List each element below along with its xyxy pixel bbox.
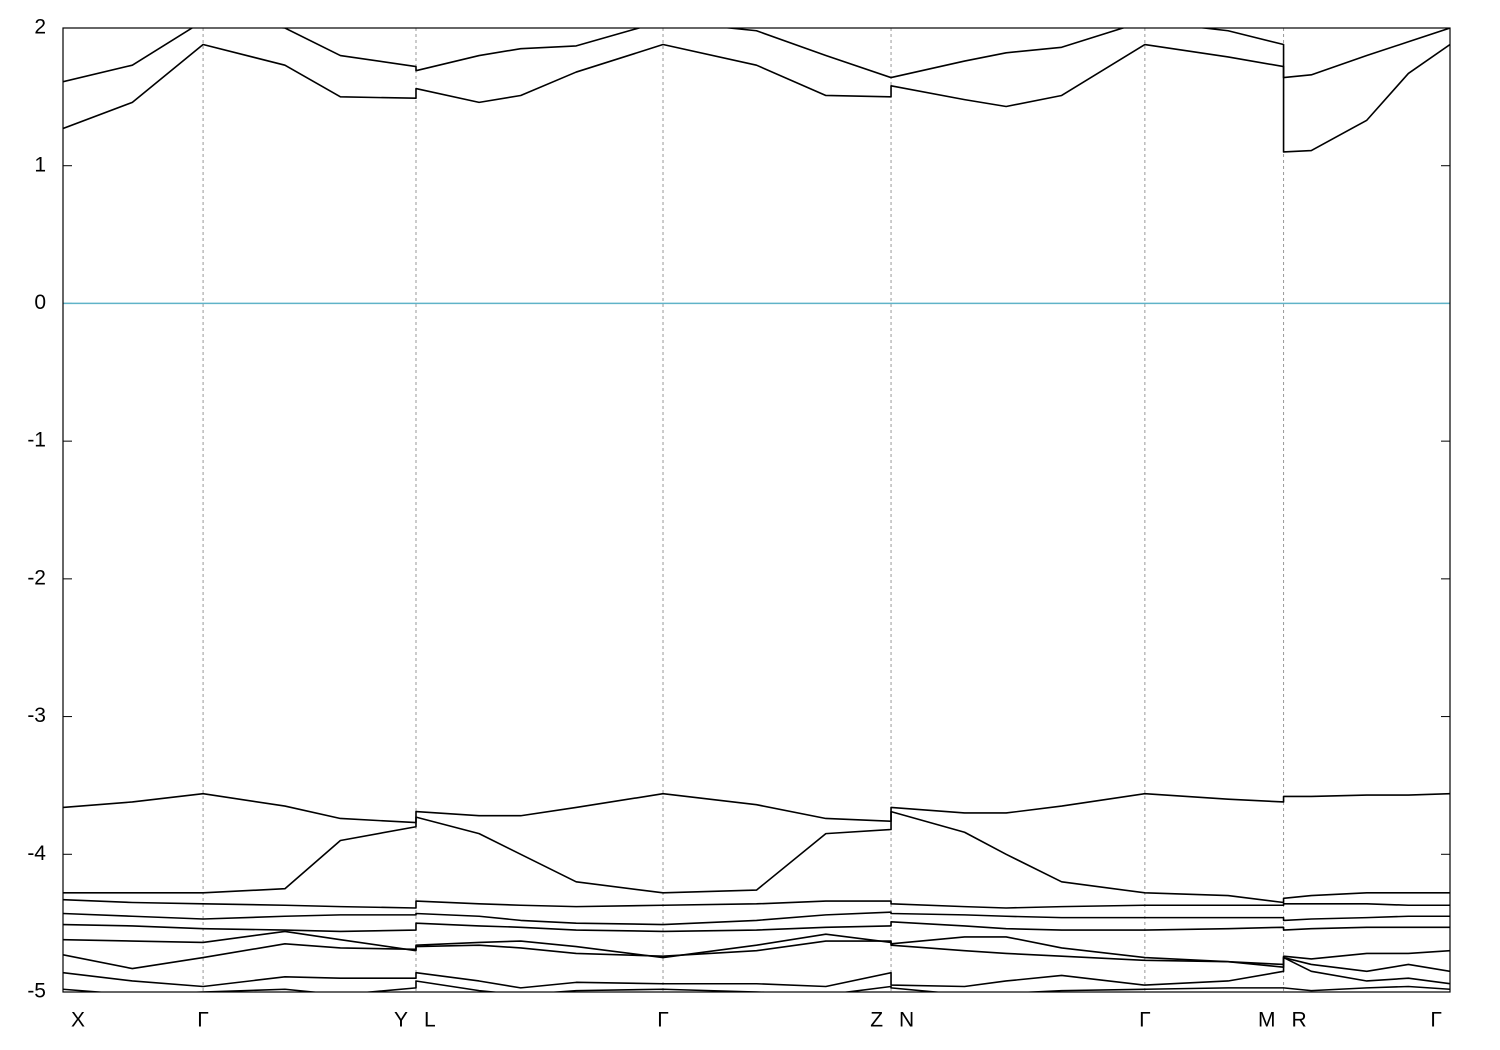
x-tick-label: Γ: [1139, 1009, 1151, 1032]
y-tick-label: -1: [27, 429, 46, 452]
y-tick-label: 1: [34, 153, 46, 176]
y-tick-label: 0: [34, 291, 46, 314]
band-line: [63, 43, 1450, 153]
x-tick-label: N: [899, 1009, 914, 1032]
y-tick-label: -2: [27, 566, 46, 589]
band-line: [63, 898, 1450, 909]
x-tick-label: Γ: [657, 1009, 669, 1032]
y-tick-label: -5: [27, 980, 46, 1003]
x-tick-label: X: [71, 1009, 85, 1032]
band-line: [63, 920, 1450, 933]
x-tick-label: Z: [870, 1009, 883, 1032]
x-tick-label: R: [1292, 1009, 1307, 1032]
x-tick-label: Y: [394, 1009, 408, 1032]
x-tick-label: Γ: [1430, 1009, 1442, 1032]
band-line: [63, 810, 1450, 904]
band-line: [63, 911, 1450, 926]
band-line: [63, 792, 1450, 824]
y-tick-label: -4: [27, 842, 46, 865]
x-tick-label: Γ: [197, 1009, 209, 1032]
x-tick-label: L: [424, 1009, 436, 1032]
band-line: [63, 956, 1450, 989]
band-line: [63, 980, 1450, 992]
plot-area: [63, 28, 1450, 992]
plot-frame: [62, 27, 1451, 993]
y-tick-label: -3: [27, 704, 46, 727]
y-tick-label: 2: [34, 16, 46, 39]
x-tick-label: M: [1258, 1009, 1276, 1032]
